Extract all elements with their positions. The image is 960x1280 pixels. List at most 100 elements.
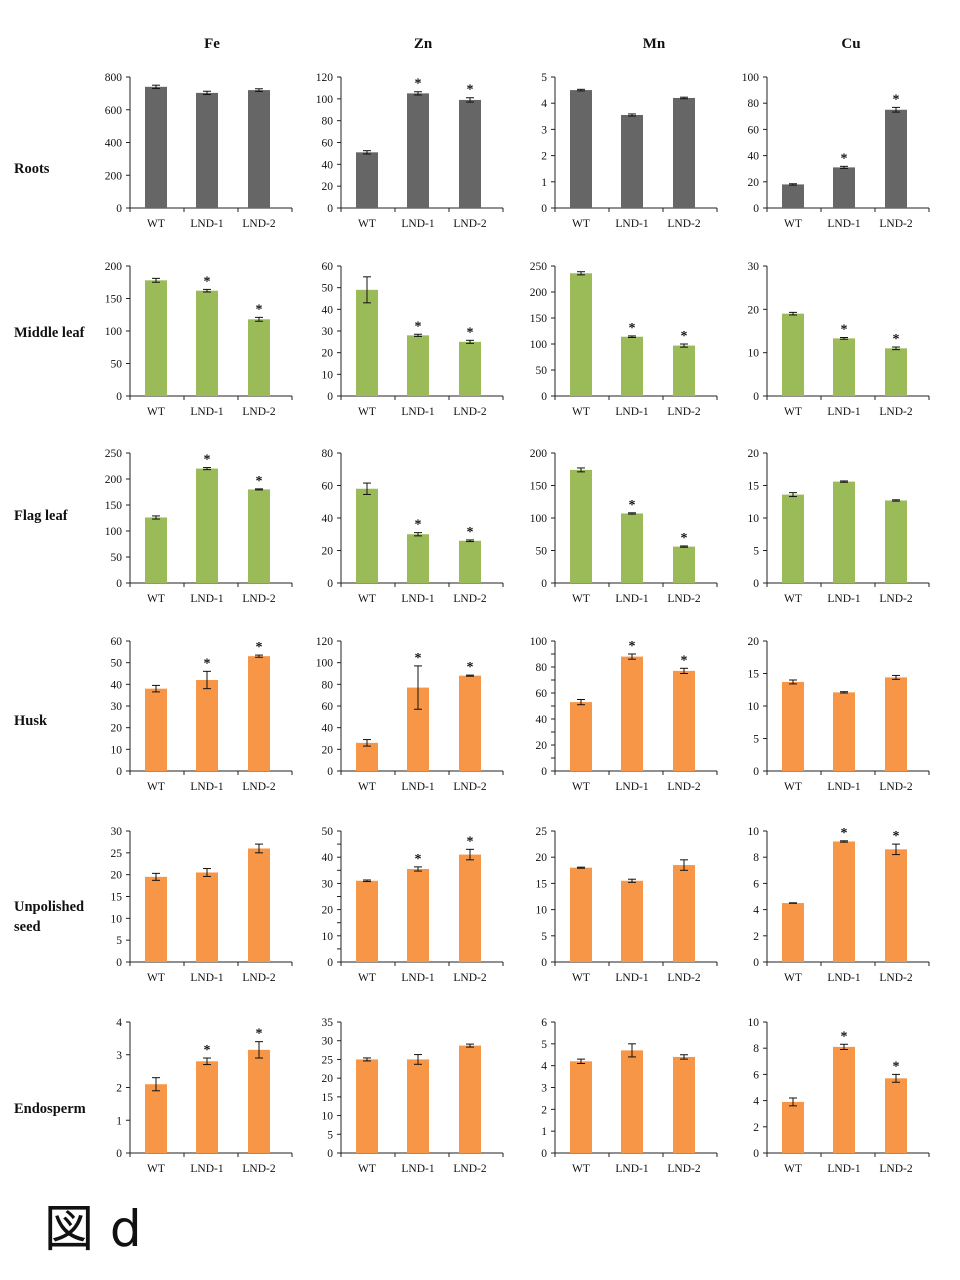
y-tick-label-unpolished-seed-fe: 25 xyxy=(111,848,123,860)
significance-star-flag-leaf-mn: * xyxy=(681,531,688,546)
row-label-endosperm: Endosperm xyxy=(14,1101,86,1117)
category-label-middle-leaf-fe: WT xyxy=(147,406,165,418)
bar-husk-fe-lnd-1 xyxy=(196,680,218,771)
y-tick-label-middle-leaf-zn: 10 xyxy=(322,369,334,381)
y-tick-label-unpolished-seed-cu: 10 xyxy=(748,826,760,838)
y-tick-label-endosperm-cu: 8 xyxy=(753,1043,759,1055)
significance-star-endosperm-fe: * xyxy=(204,1043,211,1058)
significance-star-flag-leaf-fe: * xyxy=(256,474,263,489)
y-tick-label-middle-leaf-cu: 0 xyxy=(753,391,759,403)
y-tick-label-unpolished-seed-mn: 0 xyxy=(541,957,547,969)
bar-unpolished-seed-zn-lnd-2 xyxy=(459,854,481,962)
category-label-flag-leaf-cu: LND-1 xyxy=(827,593,860,605)
y-tick-label-endosperm-mn: 5 xyxy=(541,1039,547,1051)
y-tick-label-flag-leaf-fe: 100 xyxy=(105,526,123,538)
y-tick-label-husk-mn: 20 xyxy=(536,740,548,752)
y-tick-label-unpolished-seed-mn: 20 xyxy=(536,852,548,864)
bar-flag-leaf-zn-lnd-2 xyxy=(459,540,481,583)
y-tick-label-husk-cu: 0 xyxy=(753,766,759,778)
category-label-endosperm-zn: LND-2 xyxy=(453,1163,486,1175)
bar-flag-leaf-fe-wt xyxy=(145,517,167,583)
y-tick-label-flag-leaf-fe: 0 xyxy=(116,578,122,590)
bar-endosperm-cu-lnd-2 xyxy=(885,1078,907,1153)
y-tick-label-roots-cu: 100 xyxy=(742,72,760,84)
significance-star-unpolished-seed-zn: * xyxy=(415,852,422,867)
category-label-middle-leaf-cu: WT xyxy=(784,406,802,418)
significance-star-middle-leaf-fe: * xyxy=(256,302,263,317)
y-tick-label-flag-leaf-cu: 5 xyxy=(753,546,759,558)
category-label-endosperm-mn: LND-1 xyxy=(615,1163,648,1175)
y-tick-label-husk-zn: 80 xyxy=(322,679,334,691)
significance-star-middle-leaf-zn: * xyxy=(415,319,422,334)
category-label-roots-cu: WT xyxy=(784,218,802,230)
significance-star-middle-leaf-mn: * xyxy=(629,321,636,336)
category-label-middle-leaf-mn: LND-1 xyxy=(615,406,648,418)
column-title-zn: Zn xyxy=(414,36,433,52)
category-label-flag-leaf-fe: LND-1 xyxy=(190,593,223,605)
y-tick-label-husk-fe: 30 xyxy=(111,701,123,713)
y-tick-label-roots-mn: 0 xyxy=(541,203,547,215)
bar-middle-leaf-zn-lnd-2 xyxy=(459,341,481,396)
y-tick-label-unpolished-seed-mn: 25 xyxy=(536,826,548,838)
bar-husk-mn-lnd-1 xyxy=(621,656,643,771)
y-tick-label-roots-mn: 4 xyxy=(541,98,547,110)
category-label-unpolished-seed-zn: LND-2 xyxy=(453,972,486,984)
significance-star-flag-leaf-zn: * xyxy=(415,518,422,533)
category-label-endosperm-mn: WT xyxy=(572,1163,590,1175)
category-label-endosperm-cu: LND-1 xyxy=(827,1163,860,1175)
bar-husk-fe-wt xyxy=(145,688,167,771)
y-tick-label-roots-fe: 600 xyxy=(105,105,123,117)
bar-middle-leaf-mn-lnd-2 xyxy=(673,345,695,396)
y-tick-label-flag-leaf-cu: 10 xyxy=(748,513,760,525)
figure-caption: 図 d xyxy=(44,1200,142,1258)
y-tick-label-roots-mn: 2 xyxy=(541,151,547,163)
y-tick-label-husk-fe: 60 xyxy=(111,636,123,648)
category-label-flag-leaf-zn: LND-1 xyxy=(401,593,434,605)
y-tick-label-husk-zn: 0 xyxy=(327,766,333,778)
category-label-endosperm-fe: WT xyxy=(147,1163,165,1175)
bar-unpolished-seed-fe-lnd-2 xyxy=(248,848,270,962)
y-tick-label-endosperm-zn: 15 xyxy=(322,1092,334,1104)
y-tick-label-middle-leaf-mn: 100 xyxy=(530,339,548,351)
category-label-husk-cu: WT xyxy=(784,781,802,793)
y-tick-label-endosperm-cu: 6 xyxy=(753,1069,759,1081)
category-label-husk-zn: LND-1 xyxy=(401,781,434,793)
y-tick-label-roots-zn: 20 xyxy=(322,181,334,193)
y-tick-label-endosperm-zn: 20 xyxy=(322,1073,334,1085)
bar-middle-leaf-fe-wt xyxy=(145,280,167,396)
bar-flag-leaf-fe-lnd-1 xyxy=(196,468,218,583)
y-tick-label-unpolished-seed-fe: 0 xyxy=(116,957,122,969)
category-label-flag-leaf-mn: LND-1 xyxy=(615,593,648,605)
row-label-unpolished-seed: Unpolished seed xyxy=(14,899,84,935)
y-tick-label-roots-fe: 0 xyxy=(116,203,122,215)
y-tick-label-flag-leaf-mn: 150 xyxy=(530,481,548,493)
y-tick-label-husk-mn: 40 xyxy=(536,714,548,726)
y-tick-label-middle-leaf-fe: 100 xyxy=(105,326,123,338)
bar-flag-leaf-zn-wt xyxy=(356,488,378,583)
category-label-unpolished-seed-mn: WT xyxy=(572,972,590,984)
y-tick-label-husk-fe: 20 xyxy=(111,723,123,735)
significance-star-roots-cu: * xyxy=(841,151,848,166)
column-title-cu: Cu xyxy=(841,36,860,52)
y-tick-label-middle-leaf-fe: 50 xyxy=(111,359,123,371)
bar-husk-zn-lnd-2 xyxy=(459,675,481,771)
bar-middle-leaf-cu-lnd-1 xyxy=(833,338,855,396)
category-label-middle-leaf-mn: WT xyxy=(572,406,590,418)
category-label-flag-leaf-cu: LND-2 xyxy=(879,593,912,605)
y-tick-label-unpolished-seed-fe: 10 xyxy=(111,913,123,925)
y-tick-label-endosperm-mn: 2 xyxy=(541,1104,547,1116)
bar-roots-cu-lnd-1 xyxy=(833,167,855,208)
category-label-flag-leaf-mn: LND-2 xyxy=(667,593,700,605)
bar-endosperm-zn-wt xyxy=(356,1059,378,1153)
y-tick-label-endosperm-fe: 2 xyxy=(116,1083,122,1095)
y-tick-label-endosperm-zn: 5 xyxy=(327,1129,333,1141)
category-label-unpolished-seed-mn: LND-1 xyxy=(615,972,648,984)
bar-roots-fe-wt xyxy=(145,86,167,208)
significance-star-middle-leaf-cu: * xyxy=(841,323,848,338)
category-label-middle-leaf-zn: WT xyxy=(358,406,376,418)
y-tick-label-husk-mn: 100 xyxy=(530,636,548,648)
category-label-roots-mn: LND-2 xyxy=(667,218,700,230)
y-tick-label-husk-zn: 60 xyxy=(322,701,334,713)
category-label-unpolished-seed-fe: LND-2 xyxy=(242,972,275,984)
y-tick-label-endosperm-mn: 4 xyxy=(541,1061,547,1073)
